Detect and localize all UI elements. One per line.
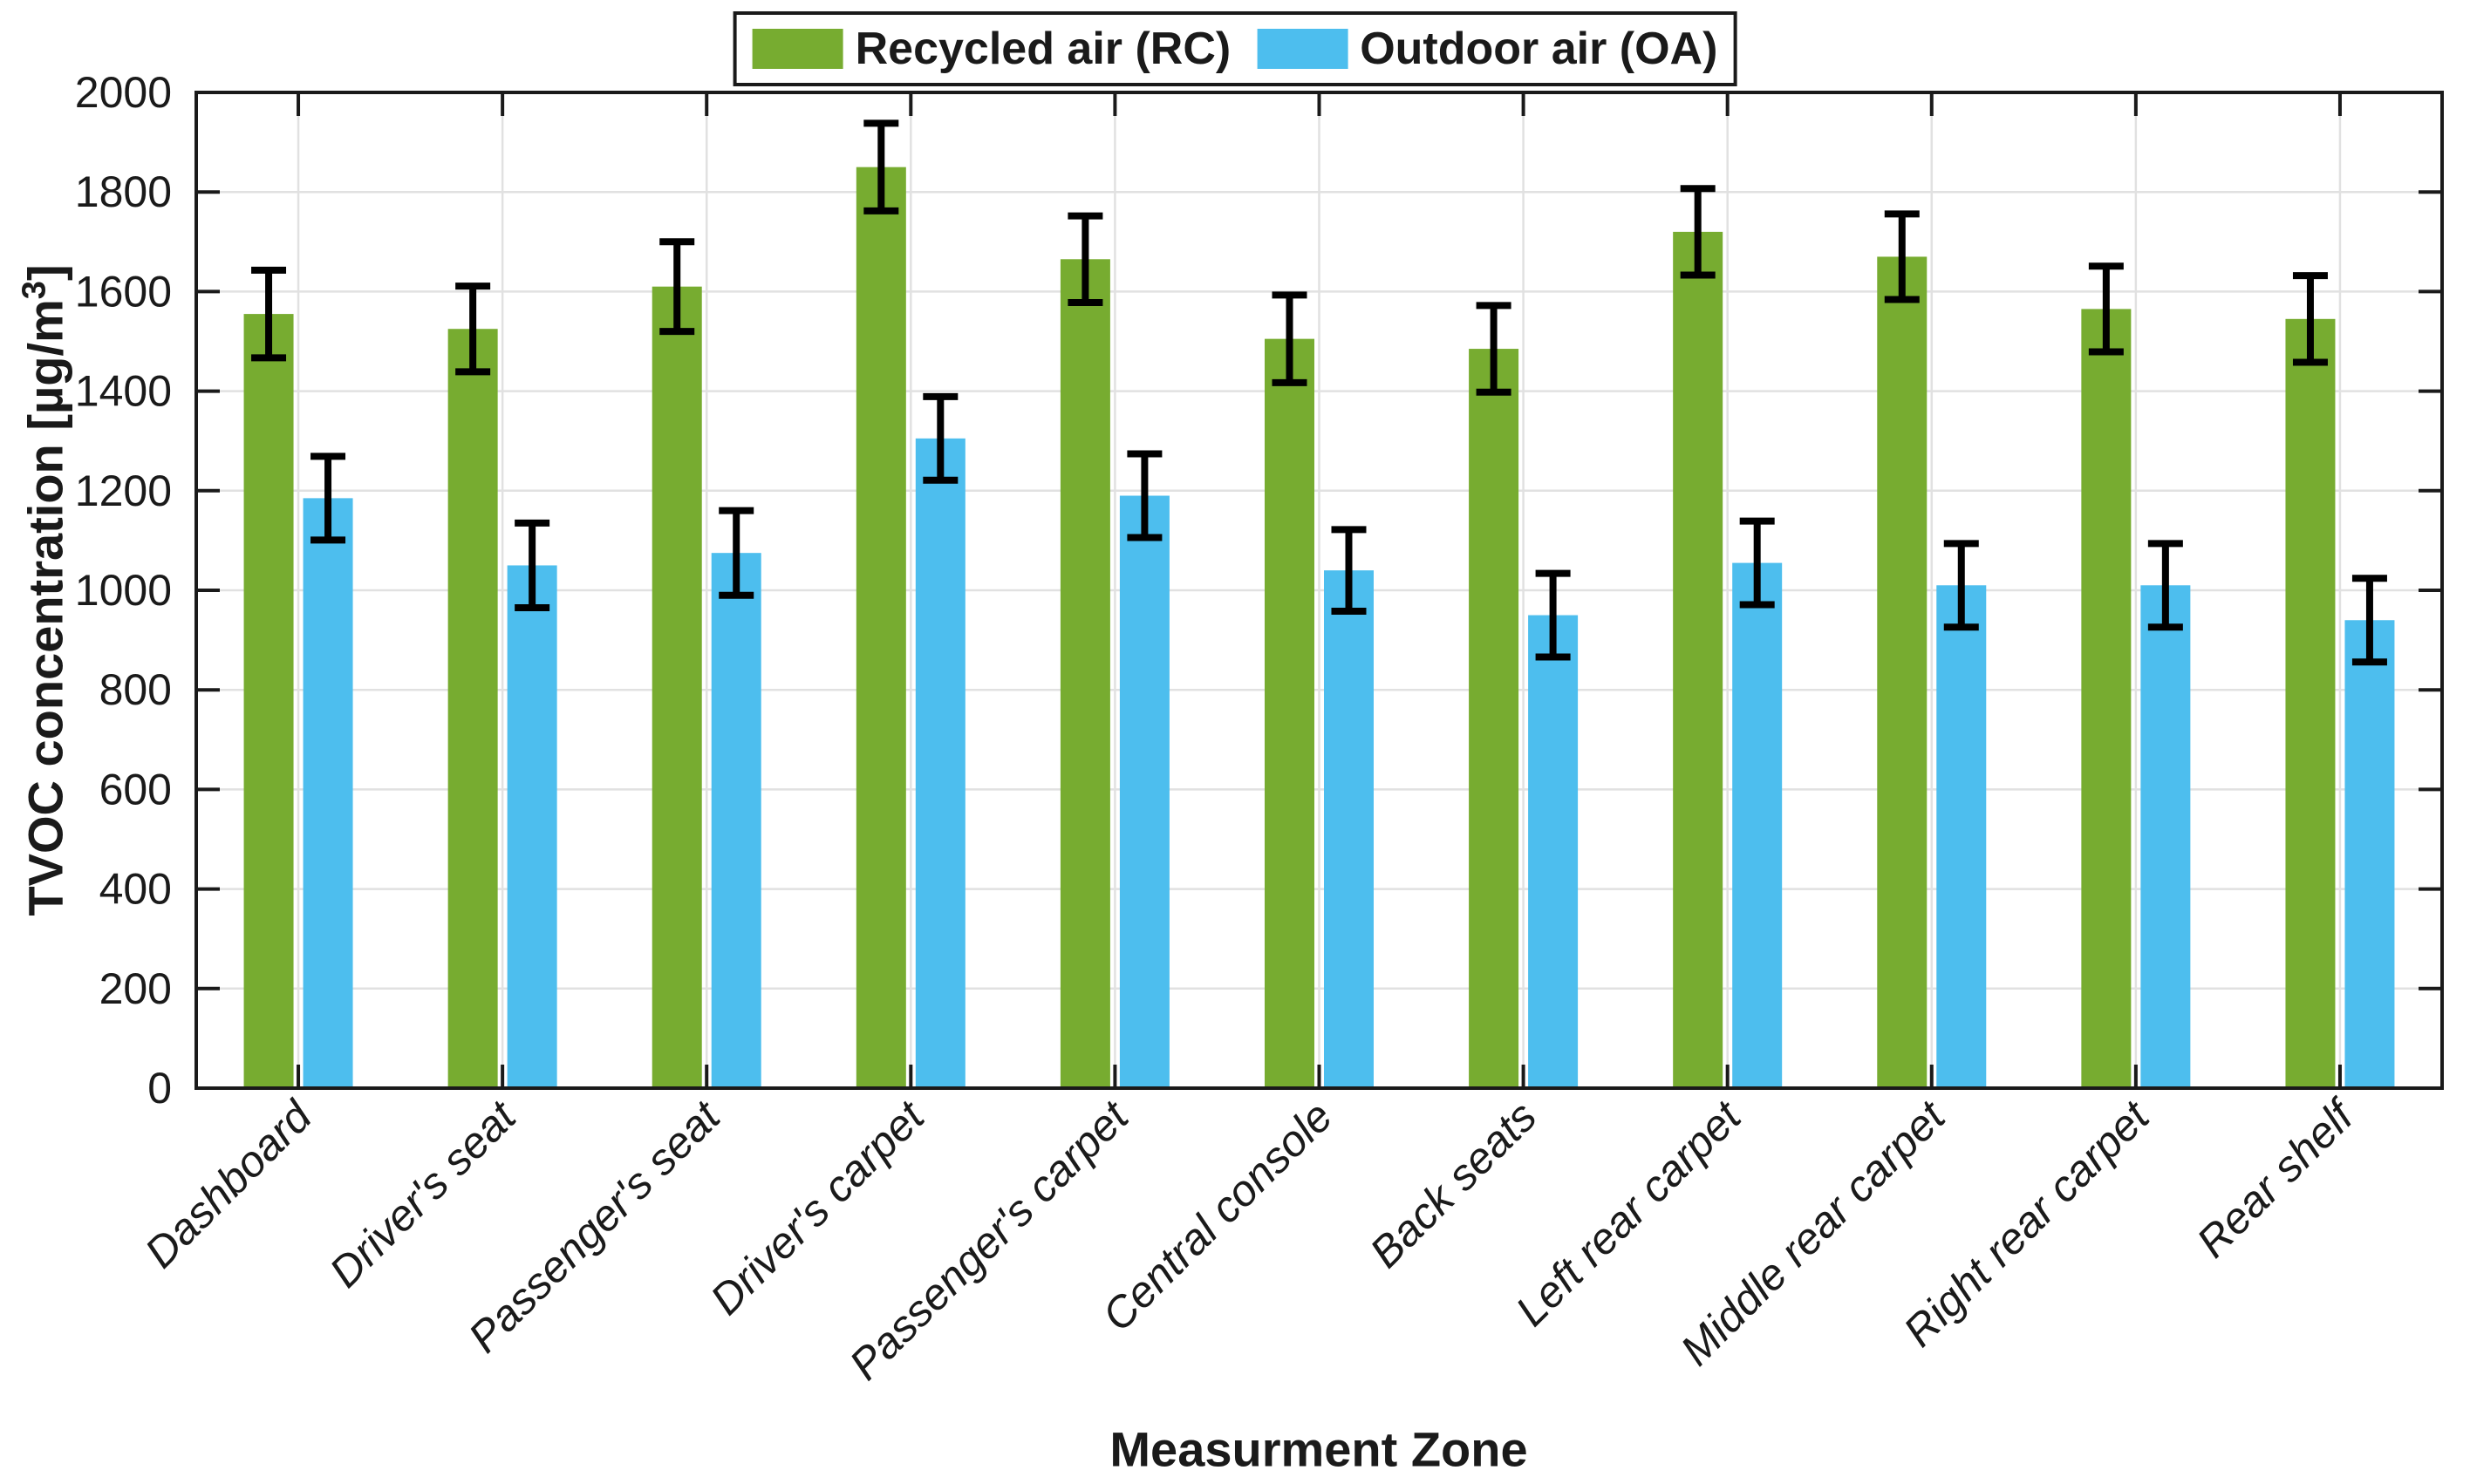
legend-item-outdoor-air: Outdoor air (OA) — [1257, 23, 1717, 75]
oa-bar — [1324, 570, 1374, 1088]
y-axis-title: TVOC concentration [µg/m3] — [17, 264, 74, 916]
y-tick-label: 1000 — [75, 566, 172, 615]
y-tick-label: 200 — [99, 964, 172, 1013]
oa-bar — [303, 498, 353, 1088]
category-label: Dashboard — [135, 1091, 322, 1277]
category-label: Driver's seat — [320, 1091, 526, 1297]
oa-bar — [1528, 615, 1579, 1088]
oa-bar — [2140, 585, 2191, 1088]
rc-bar — [1877, 256, 1928, 1088]
legend-swatch-outdoor-air-icon — [1257, 29, 1348, 69]
y-tick-label: 600 — [99, 765, 172, 813]
rc-bar — [243, 314, 294, 1089]
oa-bar — [507, 565, 557, 1088]
oa-bar — [711, 553, 761, 1088]
legend-item-recycled-air: Recycled air (RC) — [752, 23, 1232, 75]
legend-label-outdoor-air: Outdoor air (OA) — [1360, 24, 1718, 74]
rc-bar — [1060, 259, 1110, 1088]
rc-bar — [1673, 231, 1723, 1088]
rc-bar — [447, 329, 498, 1089]
y-tick-label: 1600 — [75, 267, 172, 316]
oa-bar — [915, 438, 965, 1089]
category-label: Rear shelf — [2187, 1089, 2365, 1267]
oa-bar — [1732, 562, 1783, 1088]
rc-bar — [856, 167, 906, 1088]
rc-bar — [2285, 318, 2336, 1088]
legend-label-recycled-air: Recycled air (RC) — [855, 24, 1232, 74]
y-tick-label: 1400 — [75, 367, 172, 416]
y-tick-label: 400 — [99, 865, 172, 914]
rc-bar — [1469, 349, 1519, 1088]
oa-bar — [2344, 620, 2395, 1088]
y-axis-title-text: TVOC concentration [µg/m — [17, 299, 73, 916]
y-axis-title-superscript: 3 — [16, 281, 53, 300]
y-tick-label: 2000 — [75, 68, 172, 117]
rc-bar — [652, 286, 702, 1088]
legend: Recycled air (RC) Outdoor air (OA) — [733, 11, 1737, 86]
oa-bar — [1936, 585, 1987, 1088]
legend-swatch-recycled-air-icon — [752, 29, 843, 69]
y-tick-label: 800 — [99, 665, 172, 714]
oa-bar — [1119, 495, 1170, 1088]
y-tick-label: 1200 — [75, 466, 172, 515]
rc-bar — [1265, 338, 1314, 1088]
category-label: Back seats — [1361, 1092, 1546, 1277]
category-label: Driver's carpet — [701, 1091, 935, 1324]
y-tick-label: 1800 — [75, 167, 172, 216]
y-tick-label: 0 — [147, 1064, 172, 1113]
x-axis-title: Measurment Zone — [1109, 1421, 1528, 1477]
rc-bar — [2081, 309, 2132, 1088]
y-axis-title-close-bracket: ] — [17, 264, 73, 282]
